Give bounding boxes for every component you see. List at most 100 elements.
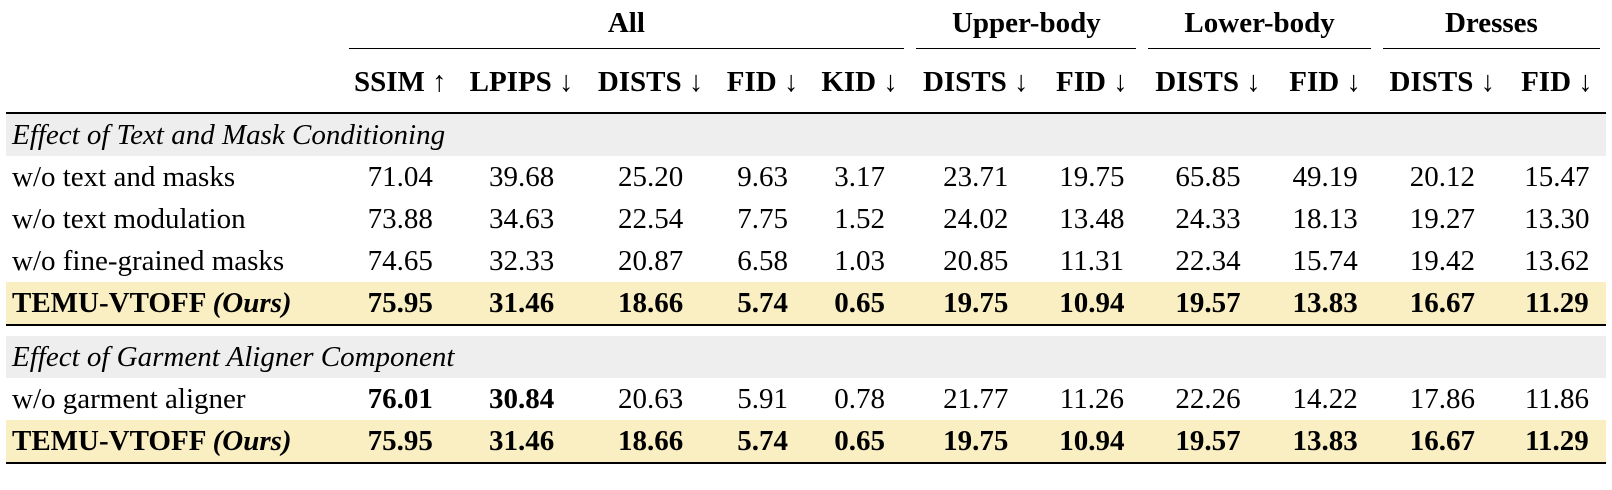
cell: 10.94 <box>1041 282 1143 325</box>
header-fid-lower: FID ↓ <box>1273 52 1377 114</box>
group-header-row: All Upper-body Lower-body Dresses <box>6 4 1606 52</box>
cell: 19.57 <box>1142 282 1274 325</box>
cell: 74.65 <box>367 244 433 277</box>
header-fid-upper: FID ↓ <box>1041 52 1143 114</box>
cell: 5.74 <box>716 282 810 325</box>
cell: 32.33 <box>488 244 555 277</box>
cell: 34.63 <box>488 202 555 235</box>
cell: 20.63 <box>617 382 684 415</box>
section-title: Effect of Garment Aligner Component <box>6 336 1606 378</box>
cell: 19.75 <box>910 420 1042 463</box>
cell: 15.74 <box>1292 244 1358 277</box>
ablation-table: All Upper-body Lower-body Dresses SSIM ↑… <box>6 4 1606 465</box>
row-label: w/o text modulation <box>12 202 246 235</box>
table-row: w/o garment aligner 76.01 30.84 20.63 5.… <box>6 378 1606 420</box>
header-kid: KID ↓ <box>809 52 911 114</box>
cell-best: 30.84 <box>488 382 555 415</box>
cell: 39.68 <box>488 160 555 193</box>
cell: 0.65 <box>809 420 911 463</box>
cell: 17.86 <box>1409 382 1475 415</box>
cell: 5.74 <box>716 420 810 463</box>
cell: 75.95 <box>342 420 459 463</box>
cell: 19.42 <box>1409 244 1475 277</box>
cell: 49.19 <box>1292 160 1358 193</box>
cell: 65.85 <box>1175 160 1241 193</box>
cell: 18.66 <box>585 420 717 463</box>
cell: 19.75 <box>910 282 1042 325</box>
row-label: TEMU-VTOFF (Ours) <box>6 420 343 463</box>
cell: 9.63 <box>737 160 788 193</box>
cell: 21.77 <box>943 382 1009 415</box>
cell-best: 76.01 <box>367 382 433 415</box>
cell: 11.26 <box>1059 382 1124 415</box>
cell: 0.78 <box>834 382 885 415</box>
cell: 16.67 <box>1376 420 1508 463</box>
header-dists-lower: DISTS ↓ <box>1142 52 1274 114</box>
bottom-rule <box>6 462 1606 465</box>
header-ssim: SSIM ↑ <box>342 52 459 114</box>
header-lpips: LPIPS ↓ <box>458 52 586 114</box>
cell: 15.47 <box>1524 160 1590 193</box>
group-lower-body: Lower-body <box>1142 4 1376 52</box>
cell: 5.91 <box>737 382 788 415</box>
cell: 13.83 <box>1273 282 1377 325</box>
method-name: TEMU-VTOFF <box>12 286 206 319</box>
cell: 16.67 <box>1376 282 1508 325</box>
cell: 22.26 <box>1175 382 1241 415</box>
cell: 13.30 <box>1524 202 1590 235</box>
cell: 1.03 <box>834 244 885 277</box>
cell: 10.94 <box>1041 420 1143 463</box>
group-all: All <box>343 4 911 52</box>
ours-tag: (Ours) <box>212 424 292 457</box>
metric-header-row: SSIM ↑ LPIPS ↓ DISTS ↓ FID ↓ KID ↓ DISTS… <box>6 52 1606 114</box>
cell: 24.02 <box>943 202 1009 235</box>
cell: 13.48 <box>1059 202 1125 235</box>
cell: 1.52 <box>834 202 885 235</box>
cell: 13.62 <box>1524 244 1590 277</box>
cell: 24.33 <box>1175 202 1241 235</box>
cell: 75.95 <box>342 282 459 325</box>
cell: 7.75 <box>737 202 788 235</box>
section-gap <box>6 326 1606 336</box>
cell: 19.27 <box>1409 202 1475 235</box>
metric-corner <box>6 52 343 114</box>
header-fid-dresses: FID ↓ <box>1507 52 1606 114</box>
section-header-garment-aligner: Effect of Garment Aligner Component <box>6 336 1606 378</box>
cell: 25.20 <box>617 160 684 193</box>
header-dists-upper: DISTS ↓ <box>910 52 1042 114</box>
cell: 18.13 <box>1292 202 1358 235</box>
table-row: w/o fine-grained masks 74.65 32.33 20.87… <box>6 240 1606 282</box>
cell: 13.83 <box>1273 420 1377 463</box>
cell: 20.12 <box>1409 160 1475 193</box>
group-upper-body: Upper-body <box>910 4 1142 52</box>
cell: 31.46 <box>458 282 586 325</box>
cell: 20.87 <box>617 244 684 277</box>
cell: 11.31 <box>1059 244 1124 277</box>
cell: 11.29 <box>1507 420 1606 463</box>
section-header-text-mask: Effect of Text and Mask Conditioning <box>6 113 1606 156</box>
row-label: TEMU-VTOFF (Ours) <box>6 282 343 325</box>
row-label: w/o text and masks <box>12 160 236 193</box>
cell: 19.57 <box>1142 420 1274 463</box>
cell: 71.04 <box>367 160 433 193</box>
cell: 22.34 <box>1175 244 1241 277</box>
cell: 19.75 <box>1059 160 1125 193</box>
header-dists-dresses: DISTS ↓ <box>1376 52 1508 114</box>
cell: 73.88 <box>367 202 433 235</box>
corner-cell <box>6 4 343 52</box>
cell: 0.65 <box>809 282 911 325</box>
ours-tag: (Ours) <box>212 286 292 319</box>
group-dresses: Dresses <box>1377 4 1606 52</box>
table-row: w/o text and masks 71.04 39.68 25.20 9.6… <box>6 156 1606 198</box>
row-label: w/o fine-grained masks <box>12 244 285 277</box>
row-label: w/o garment aligner <box>12 382 246 415</box>
cell: 14.22 <box>1292 382 1358 415</box>
cell: 3.17 <box>834 160 885 193</box>
cell: 23.71 <box>943 160 1009 193</box>
header-fid-all: FID ↓ <box>716 52 810 114</box>
cell: 11.86 <box>1524 382 1590 415</box>
table-row-ours: TEMU-VTOFF (Ours) 75.95 31.46 18.66 5.74… <box>6 420 1606 463</box>
cell: 6.58 <box>737 244 788 277</box>
section-title: Effect of Text and Mask Conditioning <box>6 113 1606 156</box>
